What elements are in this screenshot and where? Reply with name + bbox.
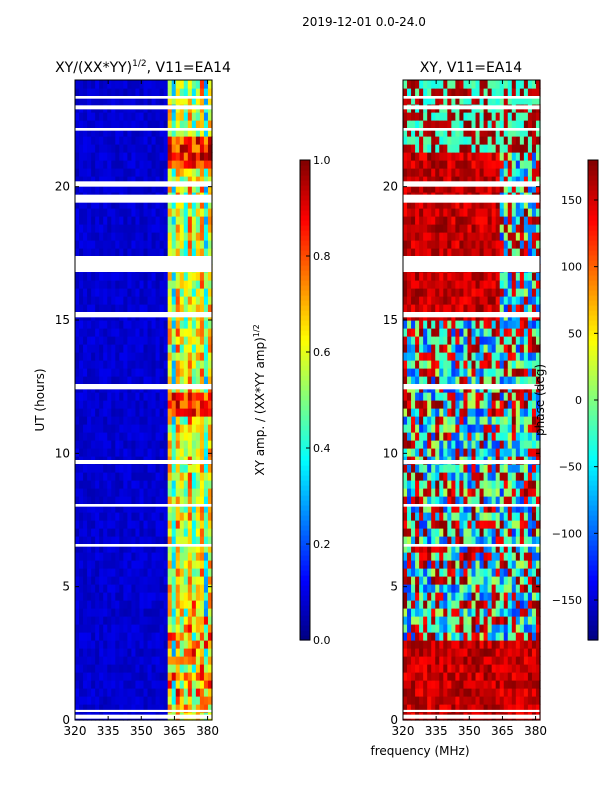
amplitude-flagged-band — [75, 181, 212, 187]
phase-x-tick-label: 320 — [392, 724, 415, 738]
phase-flagged-band — [403, 312, 540, 318]
amplitude-flagged-band — [75, 709, 212, 712]
phase-y-tick-label: 0 — [390, 713, 398, 727]
amplitude-colorbar-tick-label: 0.0 — [313, 634, 331, 647]
phase-y-tick-label: 10 — [383, 446, 398, 460]
amplitude-x-tick-label: 335 — [97, 724, 120, 738]
amplitude-flagged-band — [75, 312, 212, 318]
amplitude-flagged-band — [75, 96, 212, 99]
figure-suptitle: 2019-12-01 0.0-24.0 — [302, 15, 426, 29]
phase-flagged-band — [403, 128, 540, 131]
phase-flagged-band — [403, 105, 540, 110]
amplitude-x-axis: 320 335 350 365 380 — [64, 80, 219, 738]
phase-colorbar-tick-label: 150 — [561, 194, 582, 207]
phase-x-tick-label: 350 — [458, 724, 481, 738]
amplitude-colorbar-tick-label: 1.0 — [313, 154, 331, 167]
phase-colorbar-tick-label: −100 — [552, 527, 582, 540]
amplitude-flagged-band — [75, 460, 212, 464]
phase-flagged-band — [403, 194, 540, 203]
amplitude-x-tick-label: 365 — [163, 724, 186, 738]
amplitude-colorbar-tick-label: 0.4 — [313, 442, 331, 455]
amplitude-panel: XY/(XX*YY)1/2, V11=EA14 320 335 350 365 380 … — [33, 59, 231, 738]
phase-flagged-band — [403, 544, 540, 547]
amplitude-colorbar: 0.0 0.2 0.4 0.6 0.8 1.0 XY amp. / (XX*YY amp)… — [252, 154, 331, 647]
shared-xlabel: frequency (MHz) — [370, 744, 469, 758]
amplitude-flagged-band — [75, 256, 212, 272]
amplitude-x-tick-label: 320 — [64, 724, 87, 738]
phase-colorbar-tick-label: −150 — [552, 594, 582, 607]
amplitude-y-tick-label: 20 — [55, 180, 70, 194]
amplitude-flagged-band — [75, 105, 212, 110]
phase-colorbar-tick-label: −50 — [559, 461, 582, 474]
amplitude-flagged-band — [75, 714, 212, 719]
phase-x-tick-label: 380 — [524, 724, 547, 738]
amplitude-x-tick-label: 380 — [196, 724, 219, 738]
phase-colorbar: 150 100 50 0 −50 −100 −150 phase (deg) — [533, 159, 599, 641]
phase-colorbar-tick-label: 0 — [575, 394, 582, 407]
amplitude-flagged-band — [75, 384, 212, 390]
phase-flagged-band — [403, 384, 540, 390]
amplitude-y-tick-label: 5 — [62, 580, 70, 594]
phase-flagged-band — [403, 504, 540, 507]
phase-colorbar-label: phase (deg) — [533, 364, 547, 436]
phase-title: XY, V11=EA14 — [420, 60, 522, 76]
phase-flagged-band — [403, 96, 540, 99]
amplitude-colorbar-tick-label: 0.8 — [313, 250, 331, 263]
phase-flagged-band — [403, 460, 540, 464]
amplitude-colorbar-label: XY amp. / (XX*YY amp)1/2 — [252, 324, 267, 475]
amplitude-y-tick-label: 10 — [55, 446, 70, 460]
phase-y-axis: 0 5 10 15 20 — [383, 180, 540, 727]
phase-axes-frame — [402, 79, 541, 721]
phase-flagged-band — [403, 714, 540, 719]
amplitude-x-tick-label: 350 — [130, 724, 153, 738]
phase-flagged-band — [403, 709, 540, 712]
amplitude-y-axis: 0 5 10 15 20 — [55, 180, 212, 727]
phase-y-tick-label: 15 — [383, 313, 398, 327]
phase-colorbar-tick-label: 100 — [561, 261, 582, 274]
phase-x-axis: 320 335 350 365 380 — [392, 80, 547, 738]
phase-x-tick-label: 335 — [425, 724, 448, 738]
phase-flagged-band — [403, 181, 540, 187]
amplitude-colorbar-tick-label: 0.2 — [313, 538, 331, 551]
amplitude-y-tick-label: 15 — [55, 313, 70, 327]
amplitude-ylabel: UT (hours) — [33, 368, 47, 431]
phase-y-tick-label: 20 — [383, 180, 398, 194]
phase-flagged-band — [403, 256, 540, 272]
amplitude-flagged-band — [75, 504, 212, 507]
amplitude-heatmap — [75, 80, 213, 721]
phase-x-tick-label: 365 — [491, 724, 514, 738]
phase-heatmap — [403, 80, 541, 721]
amplitude-title: XY/(XX*YY)1/2, V11=EA14 — [55, 59, 231, 76]
phase-y-tick-label: 5 — [390, 580, 398, 594]
amplitude-flagged-band — [75, 544, 212, 547]
phase-panel: XY, V11=EA14 320 335 350 365 380 0 5 10 15 20 — [383, 60, 547, 738]
amplitude-flagged-band — [75, 128, 212, 131]
amplitude-colorbar-frame — [299, 159, 311, 641]
amplitude-colorbar-tick-label: 0.6 — [313, 346, 331, 359]
amplitude-axes-frame — [74, 79, 213, 721]
amplitude-y-tick-label: 0 — [62, 713, 70, 727]
phase-colorbar-tick-label: 50 — [568, 327, 582, 340]
amplitude-flagged-band — [75, 194, 212, 203]
